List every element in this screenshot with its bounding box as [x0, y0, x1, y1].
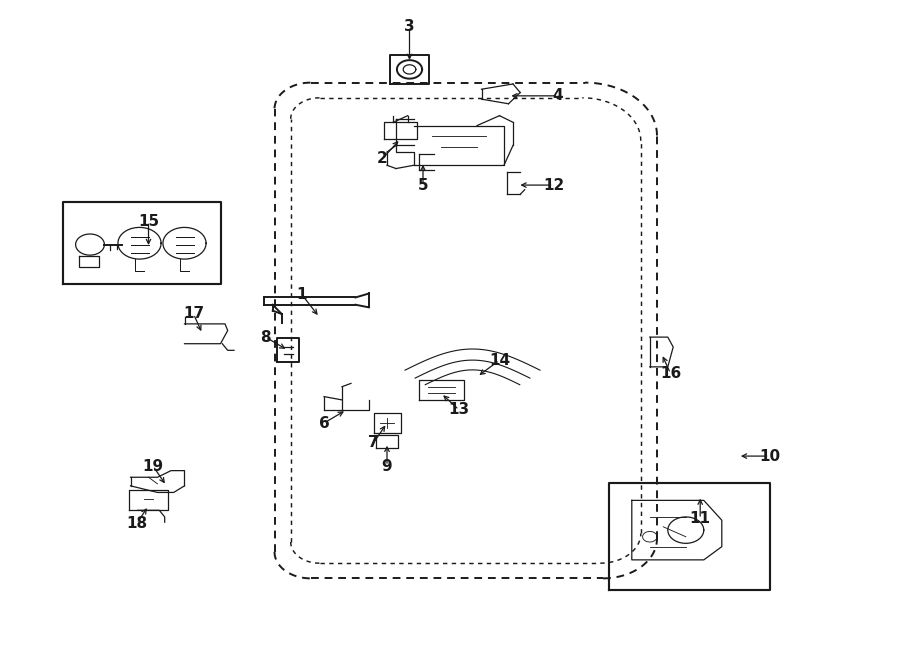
Text: 12: 12: [543, 178, 564, 192]
Text: 16: 16: [660, 366, 681, 381]
Text: 6: 6: [319, 416, 329, 430]
Text: 15: 15: [138, 214, 159, 229]
Text: 18: 18: [126, 516, 148, 531]
Text: 3: 3: [404, 19, 415, 34]
Text: 17: 17: [183, 307, 204, 321]
Text: 5: 5: [418, 178, 428, 192]
Text: 11: 11: [689, 512, 711, 526]
Text: 1: 1: [296, 287, 307, 301]
Text: 14: 14: [489, 353, 510, 368]
Text: 7: 7: [368, 436, 379, 450]
Text: 9: 9: [382, 459, 392, 473]
Text: 8: 8: [260, 330, 271, 344]
Text: 10: 10: [759, 449, 780, 463]
Text: 19: 19: [142, 459, 164, 473]
Text: 2: 2: [377, 151, 388, 166]
Text: 4: 4: [553, 89, 563, 103]
Text: 13: 13: [448, 403, 470, 417]
